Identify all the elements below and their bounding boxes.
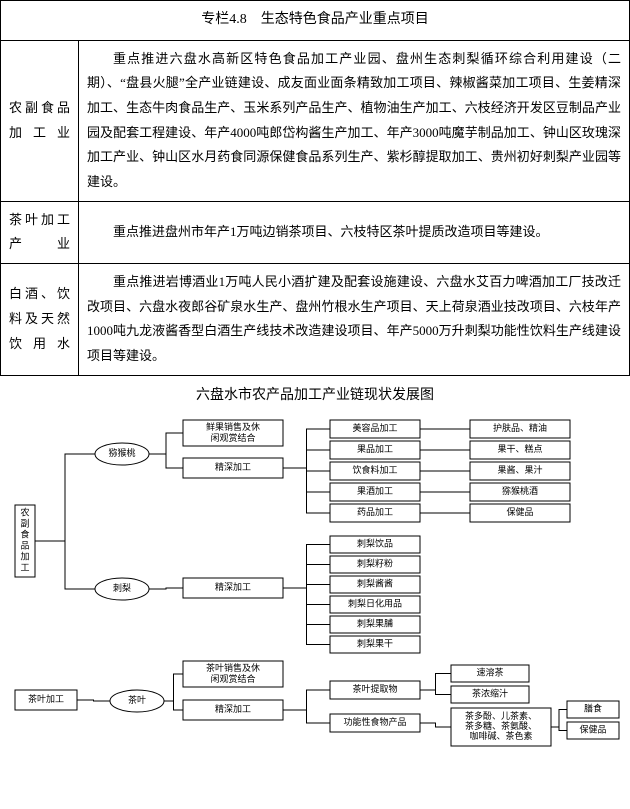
svg-text:茶叶加工: 茶叶加工: [28, 693, 64, 704]
svg-text:美容品加工: 美容品加工: [352, 422, 397, 433]
svg-text:茶浓缩汁: 茶浓缩汁: [472, 687, 508, 698]
svg-text:精深加工: 精深加工: [215, 703, 251, 714]
svg-text:速溶茶: 速溶茶: [476, 666, 503, 677]
svg-text:猕猴桃: 猕猴桃: [108, 447, 135, 458]
svg-text:刺梨: 刺梨: [113, 582, 131, 593]
svg-text:刺梨籽粉: 刺梨籽粉: [357, 557, 393, 568]
svg-text:精深加工: 精深加工: [215, 581, 251, 592]
svg-text:保健品: 保健品: [579, 723, 606, 734]
svg-text:副: 副: [20, 518, 29, 528]
svg-text:果酒加工: 果酒加工: [357, 486, 393, 496]
svg-text:刺梨日化用品: 刺梨日化用品: [348, 597, 402, 608]
svg-text:茶叶提取物: 茶叶提取物: [352, 683, 397, 694]
svg-text:果干、糕点: 果干、糕点: [497, 443, 542, 454]
row-desc: 重点推进岩博酒业1万吨人民小酒扩建及配套设施建设、六盘水艾百力啤酒加工厂技改迁改…: [79, 264, 630, 376]
svg-text:食: 食: [20, 528, 29, 539]
row-head: 茶叶加工产业: [1, 201, 79, 263]
svg-text:闲观赏结合: 闲观赏结合: [210, 673, 255, 684]
svg-text:工: 工: [20, 562, 29, 572]
svg-text:药品加工: 药品加工: [357, 507, 393, 517]
svg-text:膳食: 膳食: [584, 702, 602, 713]
svg-text:保健品: 保健品: [506, 506, 533, 517]
projects-table: 专栏4.8 生态特色食品产业重点项目 农副食品加工业重点推进六盘水高新区特色食品…: [0, 0, 630, 376]
svg-text:刺梨果脯: 刺梨果脯: [357, 617, 393, 628]
svg-text:饮食料加工: 饮食料加工: [352, 464, 397, 475]
row-desc: 重点推进六盘水高新区特色食品加工产业园、盘州生态刺梨循环综合利用建设（二期）、“…: [79, 40, 630, 201]
svg-text:鲜果销售及休: 鲜果销售及休: [206, 421, 260, 432]
row-head: 白酒、饮料及天然饮用水: [1, 264, 79, 376]
svg-text:护肤品、精油: 护肤品、精油: [493, 422, 547, 433]
svg-text:加: 加: [20, 551, 29, 561]
svg-text:农: 农: [20, 506, 29, 517]
svg-text:咖啡碱、茶色素: 咖啡碱、茶色素: [469, 730, 532, 741]
svg-text:果品加工: 果品加工: [357, 444, 393, 454]
row-head: 农副食品加工业: [1, 40, 79, 201]
svg-text:果酱、果汁: 果酱、果汁: [497, 464, 542, 475]
svg-text:刺梨饮品: 刺梨饮品: [357, 537, 393, 548]
table-caption: 专栏4.8 生态特色食品产业重点项目: [1, 1, 630, 41]
svg-text:茶叶销售及休: 茶叶销售及休: [206, 662, 260, 673]
svg-text:茶多酚、儿茶素、: 茶多酚、儿茶素、: [465, 710, 537, 721]
svg-text:精深加工: 精深加工: [215, 461, 251, 472]
chart-title: 六盘水市农产品加工产业链现状发展图: [0, 384, 630, 404]
svg-text:刺梨果干: 刺梨果干: [357, 637, 393, 648]
flowchart: 农副食品加工猕猴桃鲜果销售及休闲观赏结合精深加工美容品加工果品加工饮食料加工果酒…: [0, 408, 630, 758]
row-desc: 重点推进盘州市年产1万吨边销茶项目、六枝特区茶叶提质改造项目等建设。: [79, 201, 630, 263]
svg-text:闲观赏结合: 闲观赏结合: [210, 432, 255, 443]
svg-text:刺梨酱酱: 刺梨酱酱: [357, 577, 393, 588]
svg-text:品: 品: [20, 540, 29, 550]
svg-text:茶叶: 茶叶: [128, 694, 146, 705]
svg-text:茶多糖、茶氨酸、: 茶多糖、茶氨酸、: [465, 720, 537, 731]
svg-text:猕猴桃酒: 猕猴桃酒: [502, 485, 538, 496]
svg-text:功能性食物产品: 功能性食物产品: [343, 716, 406, 727]
